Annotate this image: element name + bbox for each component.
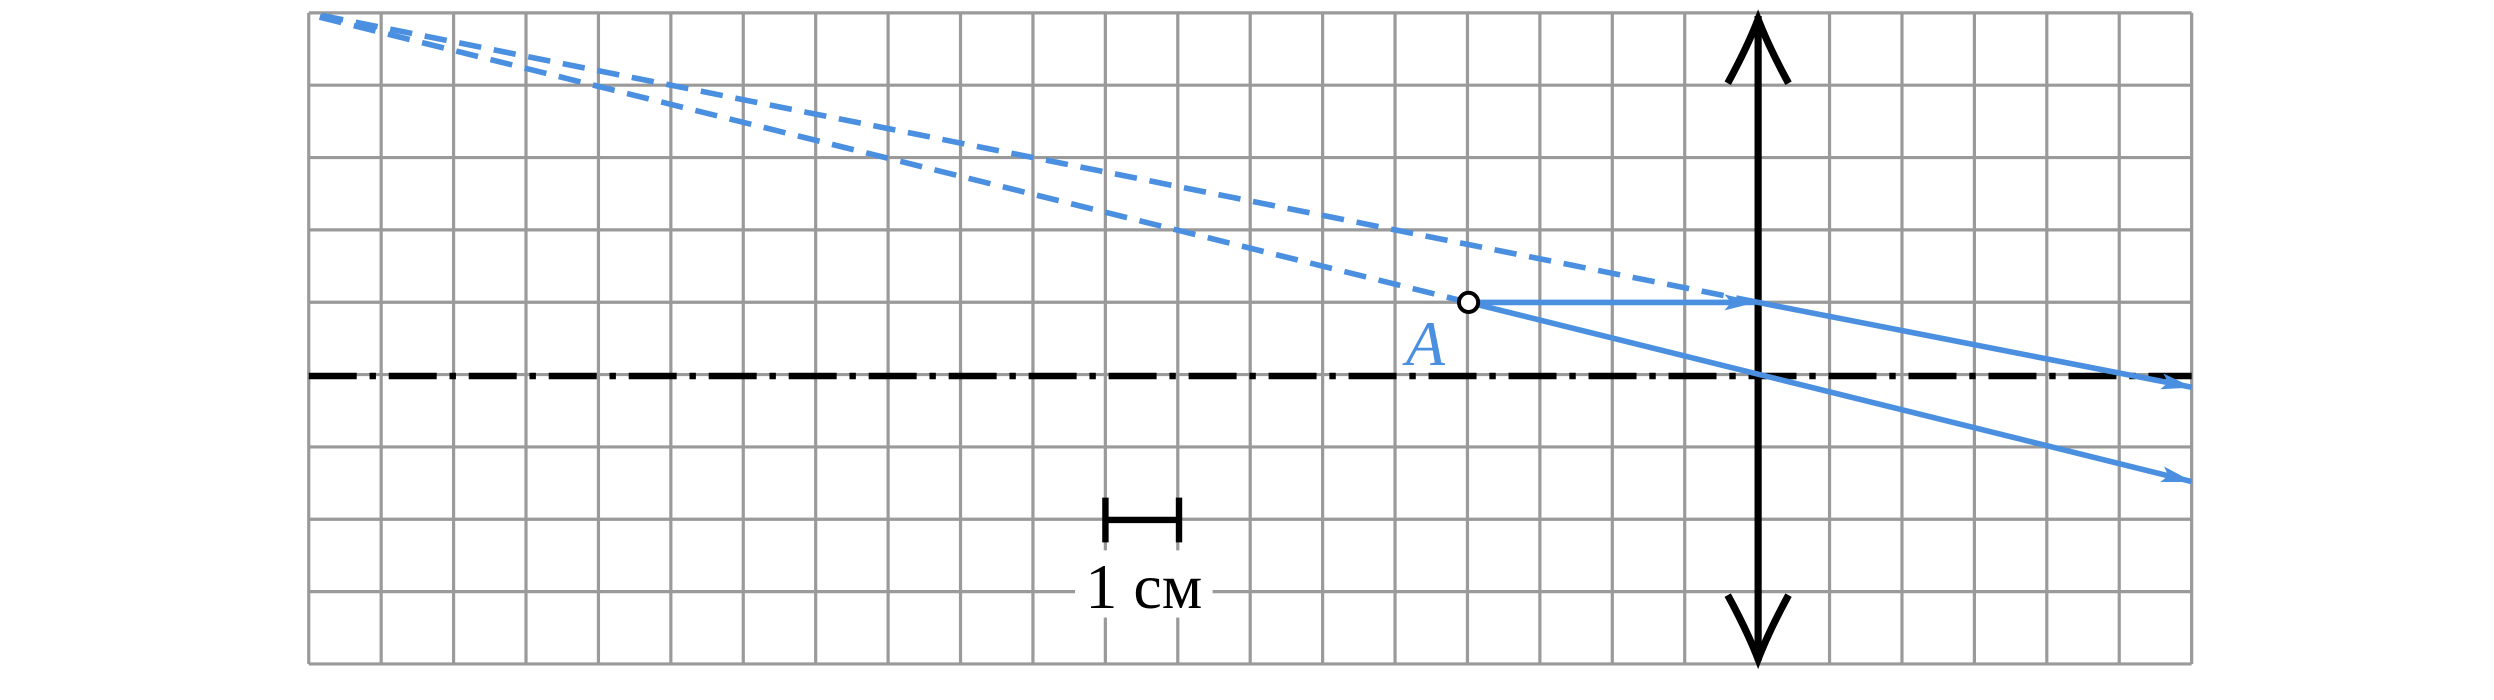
scale-label: 1 см <box>1085 551 1202 622</box>
label-background <box>1075 550 1213 618</box>
lens <box>1724 9 1792 670</box>
grid <box>307 11 2194 666</box>
rays <box>308 10 2194 485</box>
point-label: A <box>1402 308 1446 379</box>
extension-line <box>308 11 1470 306</box>
scale-bar <box>1102 497 1183 543</box>
refracted-ray <box>1757 299 2194 390</box>
point-a <box>1456 290 1481 315</box>
central-ray <box>1467 299 2194 485</box>
